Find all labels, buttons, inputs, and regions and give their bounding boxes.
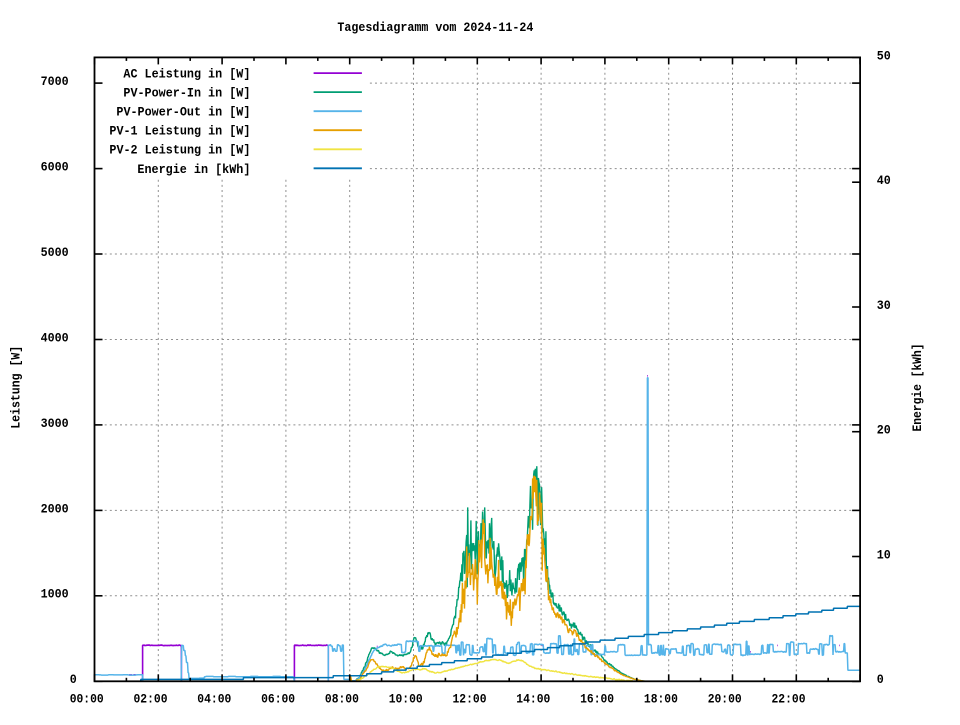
svg-text:Tagesdiagramm vom 2024-11-24: Tagesdiagramm vom 2024-11-24 [337, 20, 533, 35]
svg-text:Leistung [W]: Leistung [W] [9, 346, 24, 429]
svg-text:22:00: 22:00 [772, 692, 806, 707]
svg-text:AC Leistung in [W]: AC Leistung in [W] [123, 67, 250, 82]
svg-text:14:00: 14:00 [516, 692, 550, 707]
svg-text:Energie in [kWh]: Energie in [kWh] [137, 162, 250, 177]
svg-text:02:00: 02:00 [134, 692, 168, 707]
svg-text:12:00: 12:00 [453, 692, 487, 707]
svg-text:06:00: 06:00 [261, 692, 295, 707]
svg-text:04:00: 04:00 [197, 692, 231, 707]
svg-text:10:00: 10:00 [389, 692, 423, 707]
svg-text:00:00: 00:00 [70, 692, 104, 707]
svg-text:16:00: 16:00 [580, 692, 614, 707]
svg-text:08:00: 08:00 [325, 692, 359, 707]
svg-text:4000: 4000 [41, 330, 69, 345]
svg-text:Energie [kWh]: Energie [kWh] [910, 344, 925, 432]
svg-text:3000: 3000 [41, 416, 69, 431]
svg-text:PV-1 Leistung in [W]: PV-1 Leistung in [W] [109, 124, 250, 139]
svg-text:7000: 7000 [41, 74, 69, 89]
svg-text:18:00: 18:00 [644, 692, 678, 707]
svg-text:2000: 2000 [41, 501, 69, 516]
svg-text:PV-Power-Out in [W]: PV-Power-Out in [W] [116, 105, 250, 120]
svg-text:20: 20 [877, 423, 891, 438]
svg-text:PV-2 Leistung in [W]: PV-2 Leistung in [W] [109, 143, 250, 158]
svg-text:6000: 6000 [41, 160, 69, 175]
svg-text:40: 40 [877, 173, 891, 188]
svg-text:0: 0 [70, 672, 77, 687]
svg-text:50: 50 [877, 48, 891, 63]
svg-text:PV-Power-In in [W]: PV-Power-In in [W] [123, 86, 250, 101]
svg-text:30: 30 [877, 298, 891, 313]
svg-text:10: 10 [877, 547, 891, 562]
svg-text:5000: 5000 [41, 245, 69, 260]
svg-text:20:00: 20:00 [708, 692, 742, 707]
svg-text:1000: 1000 [41, 587, 69, 602]
svg-text:0: 0 [877, 672, 884, 687]
